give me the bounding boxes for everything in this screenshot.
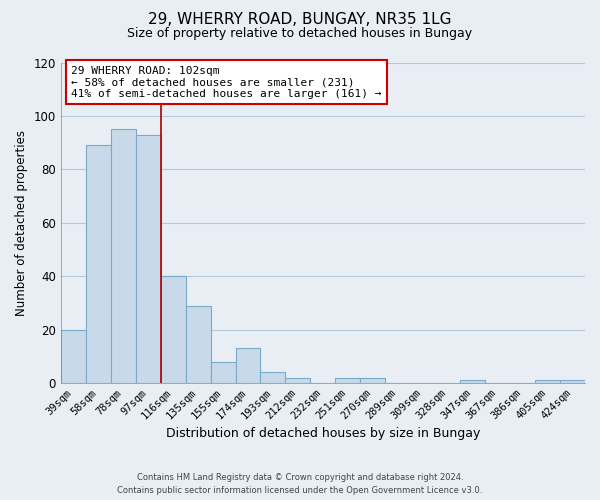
- Bar: [335, 378, 361, 383]
- Bar: [460, 380, 485, 383]
- Bar: [361, 378, 385, 383]
- Bar: [286, 378, 310, 383]
- Bar: [211, 362, 236, 383]
- Bar: [535, 380, 560, 383]
- Bar: [260, 372, 286, 383]
- Bar: [136, 134, 161, 383]
- Y-axis label: Number of detached properties: Number of detached properties: [15, 130, 28, 316]
- Bar: [61, 330, 86, 383]
- Text: 29 WHERRY ROAD: 102sqm
← 58% of detached houses are smaller (231)
41% of semi-de: 29 WHERRY ROAD: 102sqm ← 58% of detached…: [71, 66, 382, 99]
- Text: Contains HM Land Registry data © Crown copyright and database right 2024.
Contai: Contains HM Land Registry data © Crown c…: [118, 473, 482, 495]
- Bar: [560, 380, 585, 383]
- Bar: [111, 130, 136, 383]
- Bar: [86, 146, 111, 383]
- Bar: [161, 276, 185, 383]
- X-axis label: Distribution of detached houses by size in Bungay: Distribution of detached houses by size …: [166, 427, 480, 440]
- Bar: [185, 306, 211, 383]
- Bar: [236, 348, 260, 383]
- Text: 29, WHERRY ROAD, BUNGAY, NR35 1LG: 29, WHERRY ROAD, BUNGAY, NR35 1LG: [148, 12, 452, 28]
- Text: Size of property relative to detached houses in Bungay: Size of property relative to detached ho…: [127, 28, 473, 40]
